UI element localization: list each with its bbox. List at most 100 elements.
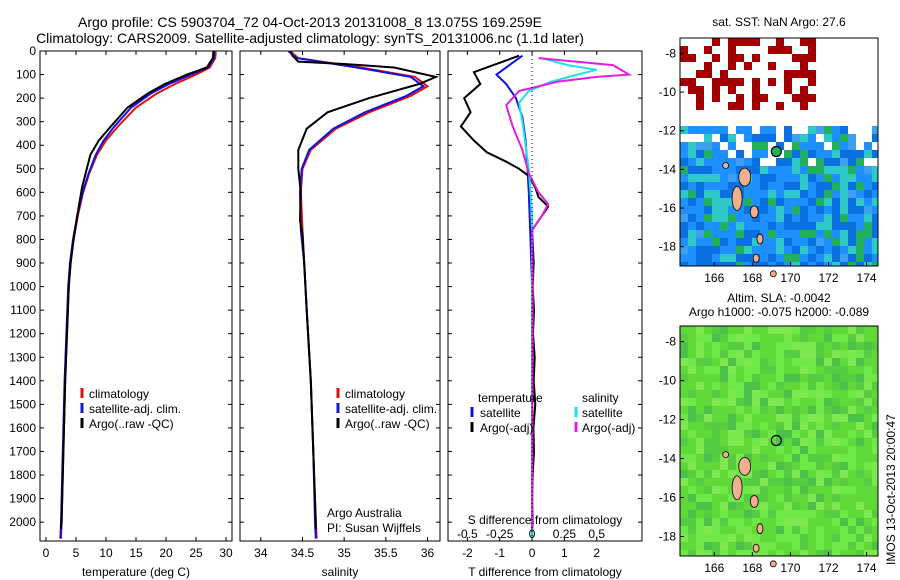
map-cell: [760, 230, 768, 238]
map-cell: [680, 446, 688, 454]
map-cell: [824, 494, 832, 502]
map-cell: [744, 518, 752, 526]
map-cell: [680, 142, 688, 150]
map-cell: [832, 342, 840, 350]
map-cell: [760, 142, 768, 150]
map-cell: [680, 182, 688, 190]
map-cell: [728, 78, 736, 86]
map-cell: [712, 94, 720, 102]
map-cell: [800, 326, 808, 334]
map-cell: [792, 518, 800, 526]
map-cell: [872, 262, 878, 266]
map-cell: [872, 166, 878, 174]
map-lat-label: -18: [659, 240, 677, 254]
map-cell: [752, 382, 760, 390]
map-cell: [848, 214, 856, 222]
map-cell: [872, 446, 878, 454]
map-cell: [848, 374, 856, 382]
map-cell: [712, 526, 720, 534]
map-cell: [704, 246, 712, 254]
map-cell: [704, 142, 712, 150]
map-cell: [784, 134, 792, 142]
map-cell: [704, 46, 712, 54]
map-cell: [728, 142, 736, 150]
map-cell: [832, 214, 840, 222]
map-cell: [792, 462, 800, 470]
map-cell: [824, 246, 832, 254]
map-cell: [784, 182, 792, 190]
series-line-s-argo-adj-: [505, 57, 633, 530]
depth-tick-label: 1500: [9, 397, 36, 411]
map-cell: [768, 198, 776, 206]
imos-timestamp: IMOS 13-Oct-2013 20:00:47: [884, 414, 898, 565]
map-cell: [728, 422, 736, 430]
map-cell: [752, 230, 760, 238]
depth-tick-label: 1800: [9, 468, 36, 482]
map-cell: [696, 502, 704, 510]
map-cell: [720, 254, 728, 262]
map-cell: [848, 526, 856, 534]
map-cell: [784, 150, 792, 158]
map-cell: [680, 166, 688, 174]
map-cell: [776, 222, 784, 230]
map-cell: [872, 182, 878, 190]
depth-tick-label: 0: [29, 44, 36, 58]
map-cell: [792, 70, 800, 78]
map-cell: [864, 246, 872, 254]
map-cell: [720, 342, 728, 350]
map-cell: [832, 462, 840, 470]
map-cell: [728, 166, 736, 174]
map-cell: [720, 542, 728, 550]
map-cell: [696, 486, 704, 494]
map-cell: [696, 102, 704, 110]
map-cell: [720, 206, 728, 214]
map-cell: [696, 342, 704, 350]
map-cell: [768, 398, 776, 406]
map-cell: [704, 534, 712, 542]
map-cell: [712, 478, 720, 486]
map-cell: [752, 438, 760, 446]
map-cell: [872, 494, 878, 502]
map-cell: [808, 206, 816, 214]
map-cell: [784, 70, 792, 78]
map-cell: [768, 462, 776, 470]
series-line-climatology: [60, 50, 217, 539]
map-cell: [840, 494, 848, 502]
map-cell: [816, 182, 824, 190]
map-cell: [760, 446, 768, 454]
map-cell: [696, 374, 704, 382]
island-shape: [749, 495, 759, 508]
map-cell: [688, 342, 696, 350]
map-cell: [848, 350, 856, 358]
map-cell: [760, 398, 768, 406]
map-cell: [712, 534, 720, 542]
map-cell: [864, 446, 872, 454]
map-cell: [872, 486, 878, 494]
map-cell: [736, 518, 744, 526]
map-cell: [872, 222, 878, 230]
map-cell: [760, 182, 768, 190]
map-cell: [720, 198, 728, 206]
map-cell: [680, 262, 688, 266]
map-cell: [784, 158, 792, 166]
map-cell: [680, 430, 688, 438]
map-cell: [752, 102, 760, 110]
map-cell: [680, 366, 688, 374]
map-cell: [872, 230, 878, 238]
map-cell: [696, 206, 704, 214]
map-cell: [752, 190, 760, 198]
map-cell: [808, 222, 816, 230]
map-cell: [808, 246, 816, 254]
map-cell: [768, 78, 776, 86]
map-cell: [744, 238, 752, 246]
x-tick-label: 25: [189, 546, 203, 560]
map-cell: [848, 262, 856, 266]
map-cell: [768, 230, 776, 238]
map-cell: [856, 422, 864, 430]
map-cell: [792, 494, 800, 502]
map-cell: [720, 214, 728, 222]
map-cell: [792, 190, 800, 198]
salinity-diff-tick-label: 0.25: [553, 527, 577, 541]
legend-label: satellite: [480, 406, 521, 420]
map-cell: [784, 406, 792, 414]
